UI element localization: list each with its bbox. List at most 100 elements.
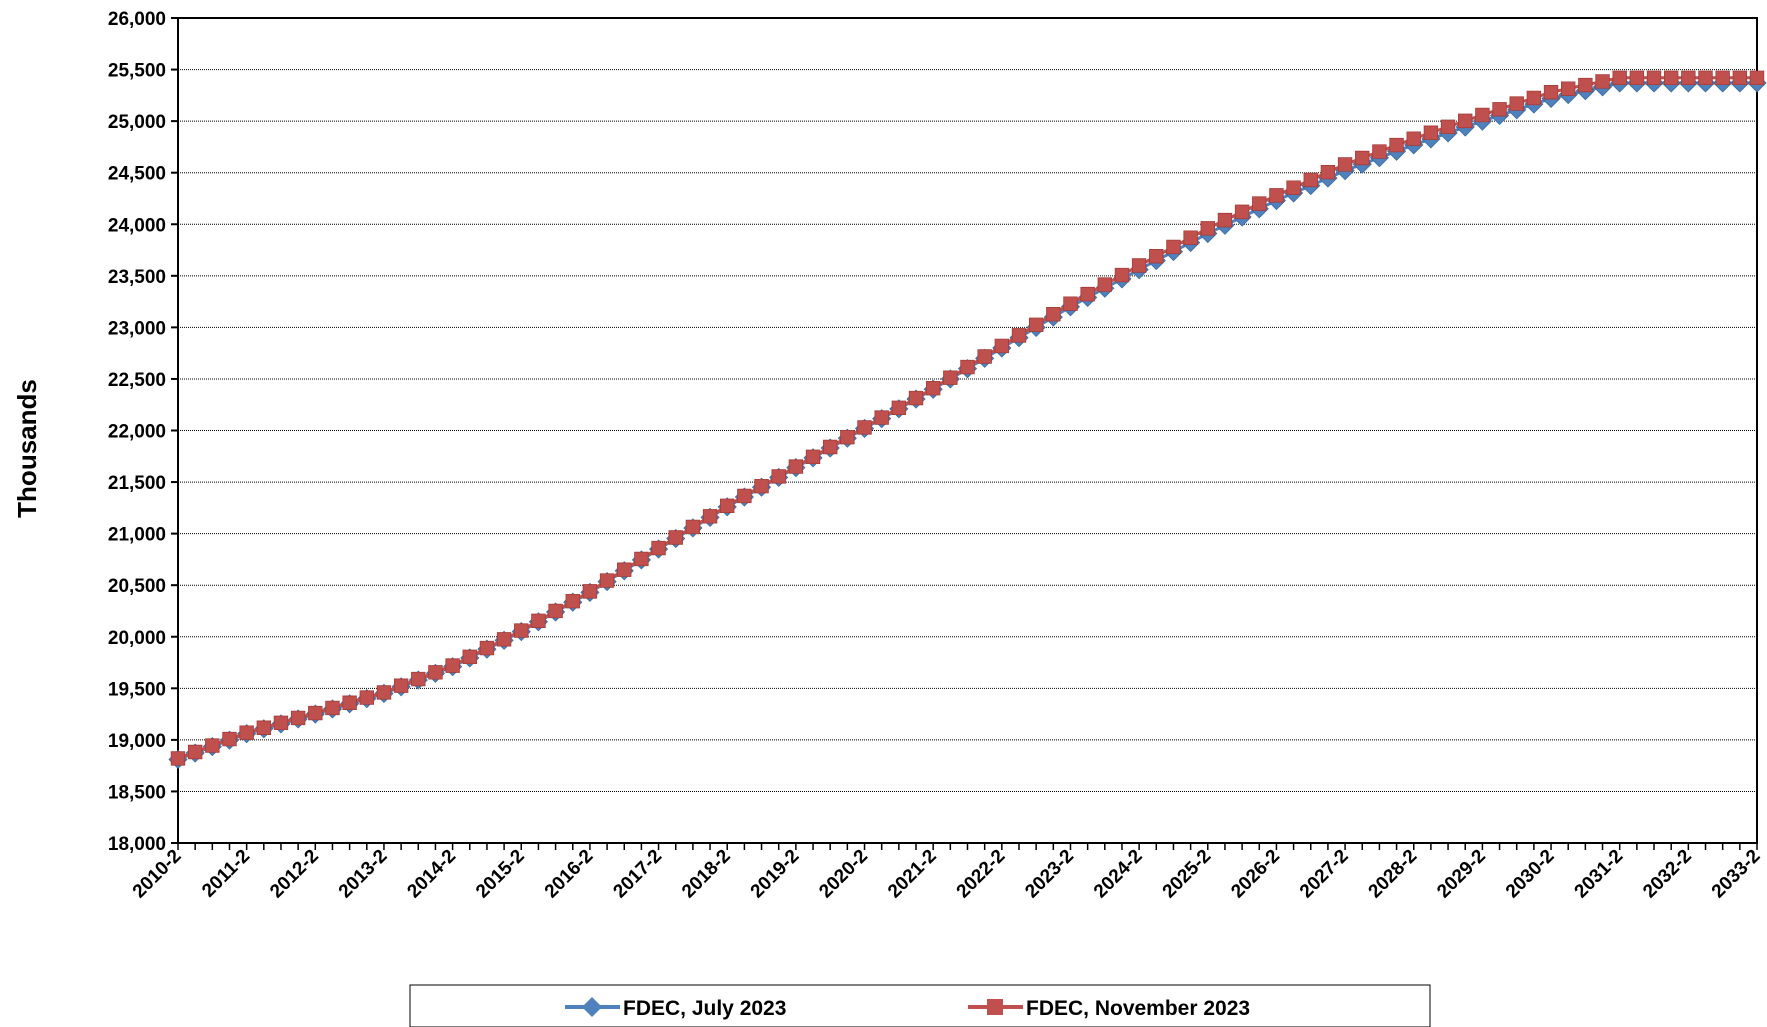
data-point — [840, 430, 855, 445]
data-point — [1509, 96, 1524, 111]
data-point — [1320, 164, 1336, 180]
data-point — [1337, 157, 1353, 172]
data-point — [170, 751, 186, 766]
data-point — [273, 715, 289, 731]
data-point — [531, 613, 546, 628]
data-point — [565, 593, 580, 609]
data-point — [1561, 81, 1576, 96]
data-point — [1458, 113, 1473, 129]
data-point — [393, 678, 409, 693]
data-point — [187, 744, 203, 760]
data-point — [1355, 150, 1370, 166]
data-point — [1389, 137, 1404, 153]
x-tick-label: 2029-2 — [1433, 846, 1490, 903]
series-line — [177, 76, 1757, 760]
y-tick-label: 18,500 — [108, 782, 166, 803]
data-point — [256, 720, 272, 735]
data-point — [222, 731, 237, 747]
y-tick-label: 22,500 — [108, 370, 166, 391]
data-point — [290, 710, 306, 726]
x-tick-label: 2027-2 — [1296, 846, 1353, 903]
y-tick-label: 19,000 — [108, 731, 166, 752]
legend-item-july: FDEC, July 2023 — [565, 997, 786, 1020]
data-point — [359, 690, 374, 705]
data-point — [376, 685, 392, 700]
data-point — [1440, 119, 1456, 134]
y-tick-label: 23,000 — [108, 318, 166, 339]
y-tick-label: 24,500 — [108, 164, 166, 185]
y-tick-label: 26,000 — [108, 9, 166, 30]
legend-item-november: FDEC, November 2023 — [968, 997, 1250, 1020]
data-point — [1475, 107, 1490, 123]
x-tick-label: 2016-2 — [541, 846, 598, 903]
x-axis: 2010-2 2011-2 2012-2 2013-2 2014-2 2015-2 2016… — [129, 843, 1765, 902]
data-point — [479, 640, 495, 656]
data-point — [857, 420, 872, 435]
data-point — [1286, 180, 1301, 195]
data-point — [1234, 204, 1250, 220]
series-layer — [168, 70, 1767, 770]
data-point — [1612, 70, 1627, 86]
x-tick-label: 2022-2 — [953, 846, 1010, 903]
data-point — [720, 498, 735, 513]
data-point — [1681, 70, 1696, 86]
data-point — [943, 370, 958, 385]
y-tick-label: 25,000 — [108, 112, 166, 133]
data-point — [908, 390, 924, 406]
x-tick-label: 2026-2 — [1227, 846, 1284, 903]
data-point — [805, 449, 821, 464]
legend-label-november: FDEC, November 2023 — [1026, 997, 1250, 1020]
data-point — [1028, 317, 1044, 332]
legend-box — [409, 984, 1431, 1027]
data-point — [1269, 188, 1284, 203]
data-point — [771, 469, 786, 484]
x-tick-label: 2017-2 — [609, 846, 666, 903]
data-point — [1715, 70, 1730, 86]
data-point — [994, 338, 1010, 354]
y-tick-label: 20,500 — [108, 576, 166, 597]
x-tick-label: 2014-2 — [403, 846, 460, 903]
data-point — [1663, 70, 1679, 86]
data-point — [1526, 90, 1542, 106]
data-point — [634, 551, 649, 567]
data-point — [1749, 70, 1765, 86]
data-point — [548, 603, 563, 619]
data-point — [977, 349, 992, 364]
x-tick-label: 2033-2 — [1708, 846, 1765, 903]
data-point — [1646, 70, 1662, 86]
y-axis: 18,000 18,500 19,000 19,500 20,000 20,500 21,0… — [108, 9, 178, 855]
x-tick-label: 2021-2 — [884, 846, 941, 903]
data-point — [1578, 77, 1593, 93]
data-point — [1011, 328, 1027, 343]
data-point — [411, 671, 426, 687]
data-point — [1046, 307, 1061, 322]
data-point — [239, 725, 254, 740]
data-point — [960, 359, 975, 375]
data-point — [1063, 296, 1078, 311]
data-point — [702, 509, 718, 524]
legend: FDEC, July 2023 FDEC, November 2023 — [409, 984, 1431, 1027]
data-point — [925, 381, 941, 396]
y-tick-label: 21,000 — [108, 525, 166, 546]
y-axis-label: Thousands — [12, 379, 42, 518]
legend-label-july: FDEC, July 2023 — [623, 997, 786, 1020]
y-tick-label: 19,500 — [108, 679, 166, 700]
data-point — [342, 695, 357, 710]
series-line — [177, 81, 1757, 761]
data-point — [1080, 286, 1095, 302]
data-point — [205, 738, 220, 753]
data-point — [582, 584, 598, 599]
data-point — [1492, 102, 1507, 117]
data-point — [1595, 74, 1610, 89]
data-point — [891, 400, 907, 416]
x-tick-label: 2013-2 — [335, 846, 392, 903]
data-point — [788, 459, 804, 474]
data-point — [599, 573, 615, 588]
data-point — [822, 439, 838, 455]
series-1 — [170, 70, 1765, 766]
data-point — [1543, 85, 1559, 100]
y-tick-label: 20,000 — [108, 628, 166, 649]
x-tick-label: 2012-2 — [266, 846, 323, 903]
x-tick-label: 2023-2 — [1021, 846, 1078, 903]
data-point — [1303, 172, 1318, 188]
